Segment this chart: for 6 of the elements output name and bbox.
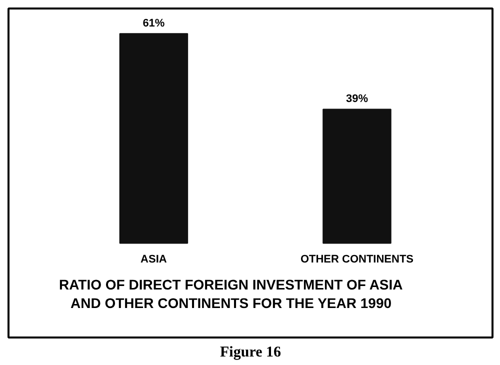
x-tick-label: OTHER CONTINENTS (300, 254, 414, 266)
caption: Figure 16 (220, 344, 282, 360)
text: RATIO OF DIRECT FOREIGN INVESTMENT OF ASIA AND OTHER CONTINENTS FOR THE YEAR 1990 (58, 276, 403, 312)
data-label: 39% (346, 93, 368, 106)
x-tick-label: ASIA (140, 254, 167, 266)
data-label: 61% (142, 17, 165, 30)
